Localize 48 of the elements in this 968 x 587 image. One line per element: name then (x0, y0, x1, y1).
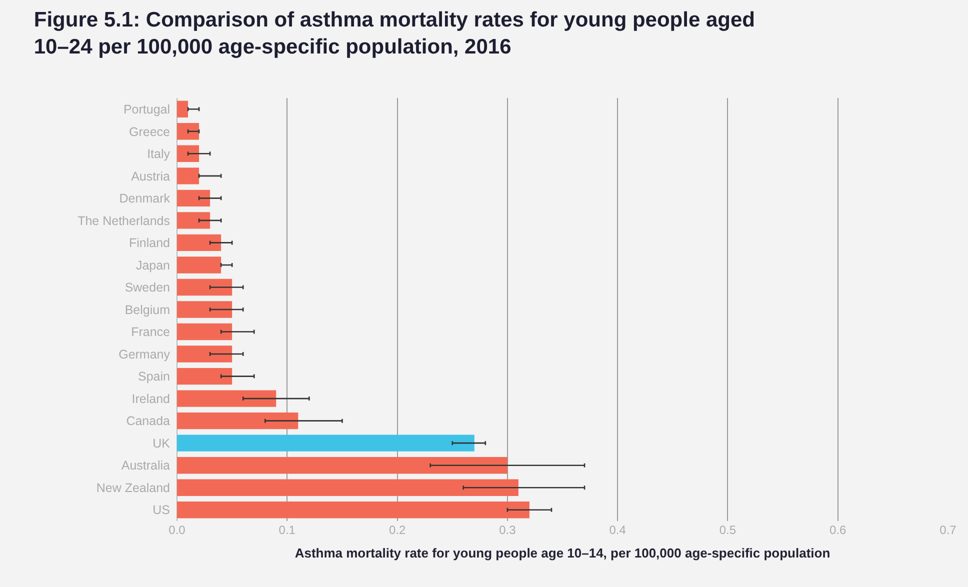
x-tick-label: 0.1 (278, 523, 296, 537)
y-tick-label: Austria (131, 169, 170, 184)
y-tick-label: Sweden (124, 280, 170, 295)
x-tick-label: 0.5 (719, 523, 736, 537)
y-tick-label: UK (152, 436, 171, 450)
y-tick-label: Portugal (123, 102, 170, 117)
bar (177, 190, 210, 207)
bar (177, 434, 474, 452)
bar (177, 502, 530, 518)
y-tick-label: Belgium (124, 302, 170, 317)
y-tick-label: Canada (126, 414, 170, 428)
x-axis-title: Asthma mortality rate for young people age 10–14, per 100,000 age-specific population (294, 546, 830, 561)
bar (177, 234, 222, 252)
bar (177, 390, 276, 407)
bar (177, 256, 222, 274)
x-tick-label: 0.4 (609, 523, 626, 537)
chart-title: Figure 5.1: Comparison of asthma mortality rates for young people aged 10–24 per 100,000 age-specific population, 2016 (34, 8, 756, 59)
y-tick-label: Japan (136, 258, 170, 272)
y-tick-label: Italy (147, 147, 171, 162)
bar (177, 145, 200, 162)
x-tick-label: 0.6 (830, 523, 847, 537)
y-tick-label: US (152, 503, 170, 518)
bar (177, 212, 210, 229)
x-tick-label: 0.3 (499, 523, 516, 537)
bar (177, 368, 232, 385)
y-tick-label: France (131, 325, 170, 340)
bar (177, 456, 508, 474)
bar (177, 301, 232, 318)
y-tick-label: New Zealand (96, 480, 170, 495)
y-tick-label: Spain (138, 370, 170, 384)
y-tick-label: Germany (118, 347, 171, 362)
bar (177, 412, 298, 430)
bar (177, 323, 232, 340)
y-tick-label: Ireland (132, 392, 170, 406)
bar (177, 479, 518, 496)
x-tick-label: 0.2 (388, 523, 406, 537)
y-tick-label: Australia (121, 458, 170, 473)
x-tick-label: 0.7 (940, 523, 957, 537)
y-tick-label: Denmark (119, 192, 171, 206)
y-tick-label: The Netherlands (78, 214, 170, 228)
y-tick-label: Greece (129, 124, 170, 139)
bar (177, 123, 200, 140)
bar (177, 278, 232, 296)
bar (177, 100, 188, 118)
bar (177, 168, 200, 184)
y-tick-label: Finland (129, 236, 170, 250)
bar (177, 346, 232, 362)
x-tick-label: 0.0 (168, 523, 186, 537)
